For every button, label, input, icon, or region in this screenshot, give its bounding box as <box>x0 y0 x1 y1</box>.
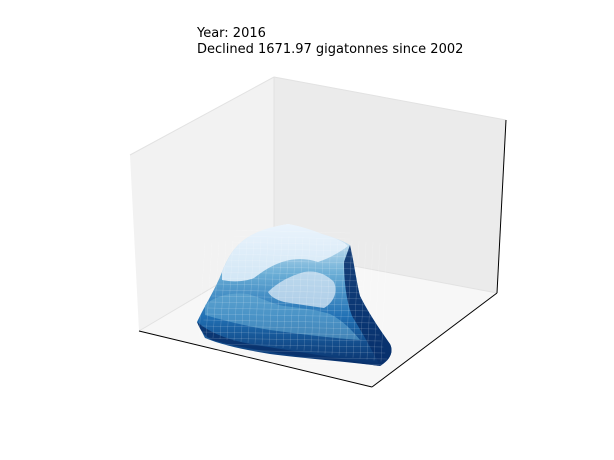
surface-mid-band <box>205 293 360 340</box>
pane-edge <box>129 76 275 156</box>
surface-ridge-south <box>268 271 336 308</box>
chart-title-year: Year: 2016 <box>197 26 266 41</box>
z-axis-line <box>496 119 507 294</box>
surface-mesh <box>198 229 390 366</box>
surface-edge-southwest <box>197 322 380 366</box>
pane-edge <box>273 76 507 121</box>
surface-edge-east <box>344 245 392 366</box>
surface-mesh-lines <box>198 229 390 366</box>
x-axis-line <box>138 330 373 388</box>
chart-title-decline: Declined 1671.97 gigatonnes since 2002 <box>197 42 464 57</box>
y-axis-line <box>371 292 498 388</box>
surface-ridge-north <box>222 224 348 282</box>
